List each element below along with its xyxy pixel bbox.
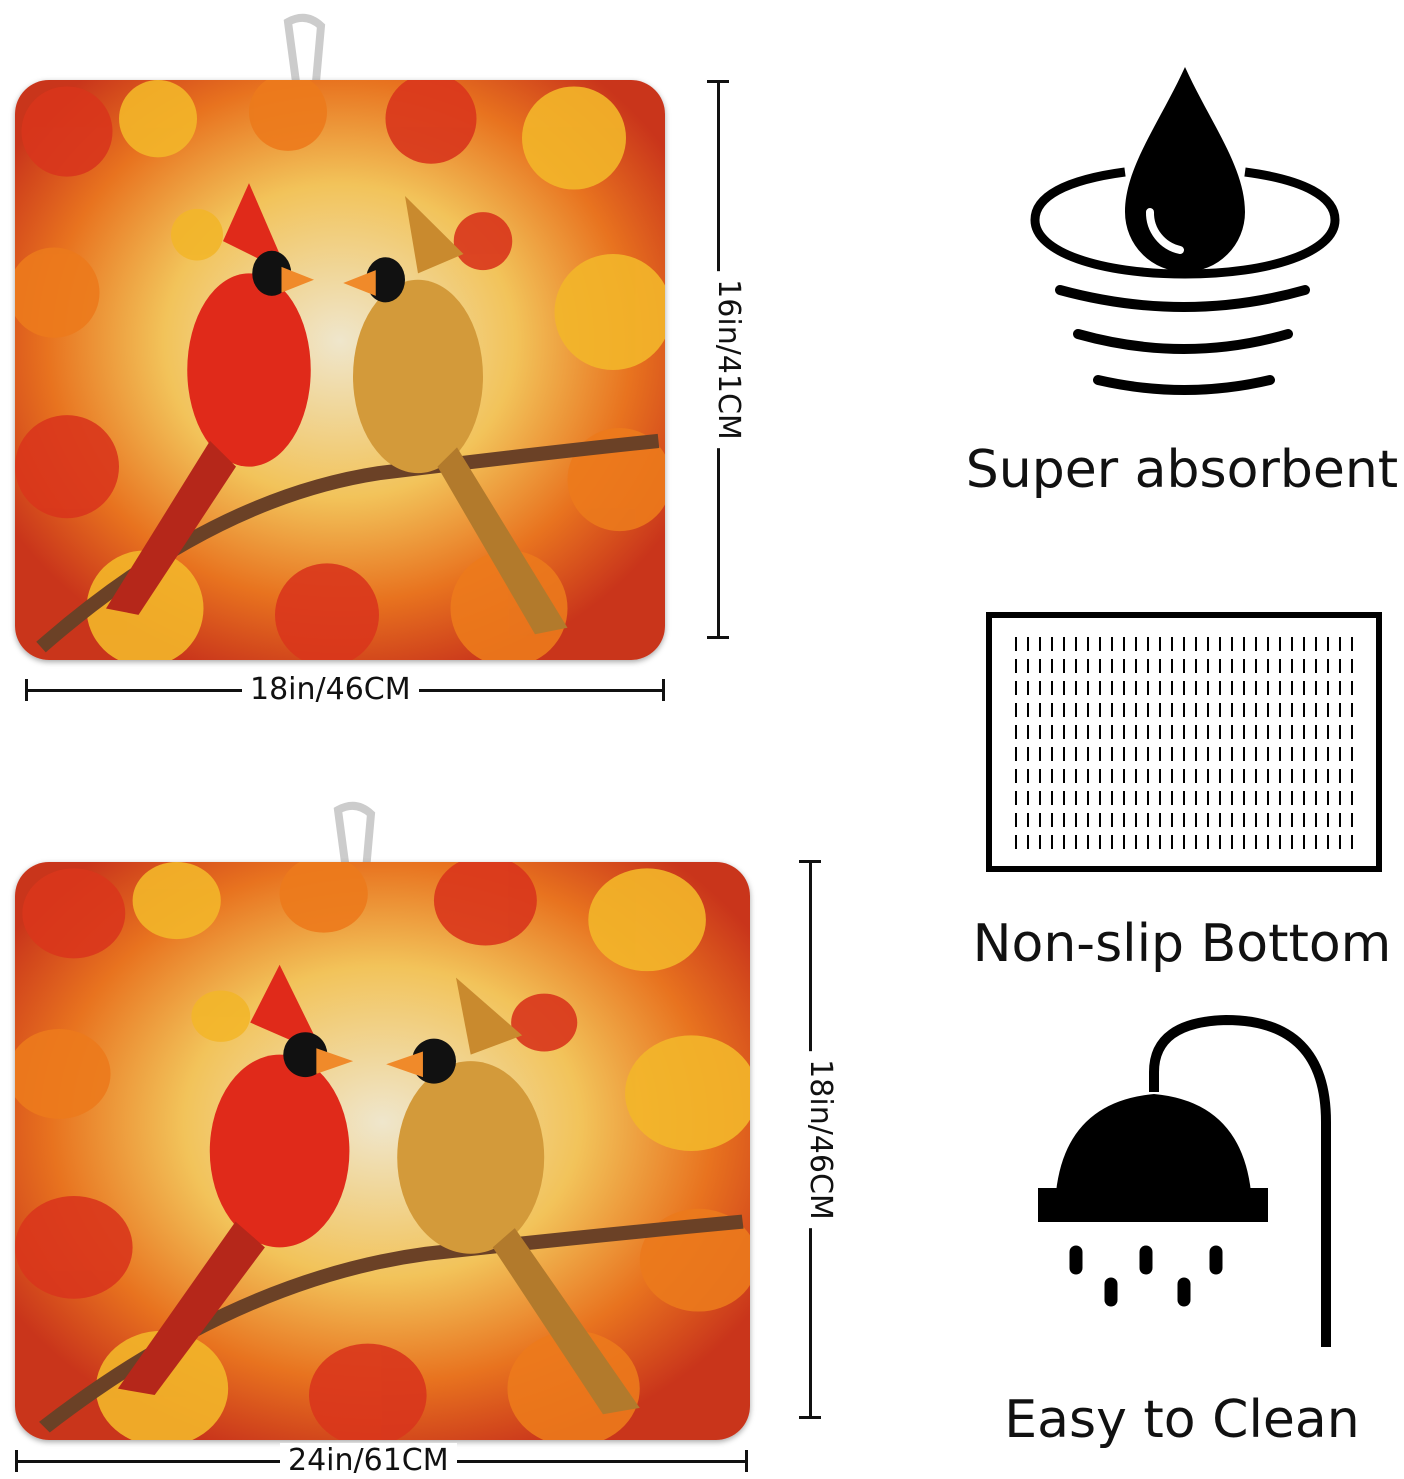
large-mat-width-label: 24in/61CM <box>280 1443 457 1478</box>
square-mat-width-label: 18in/46CM <box>242 672 419 707</box>
feature-label-non-slip-bottom: Non-slip Bottom <box>972 914 1392 974</box>
hanging-loop <box>333 801 376 871</box>
shower-icon <box>1038 1014 1331 1347</box>
hanging-loop <box>283 13 326 83</box>
square-mat-height-label: 16in/41CM <box>710 271 746 448</box>
large-mat-height-label: 18in/46CM <box>802 1051 838 1228</box>
non-slip-grid-icon <box>986 612 1382 872</box>
water-drop-icon <box>1030 67 1340 395</box>
feature-label-super-absorbent: Super absorbent <box>965 440 1399 500</box>
feature-label-easy-to-clean: Easy to Clean <box>1004 1390 1360 1450</box>
square-mat-image <box>15 80 665 660</box>
large-mat-image <box>15 862 750 1440</box>
